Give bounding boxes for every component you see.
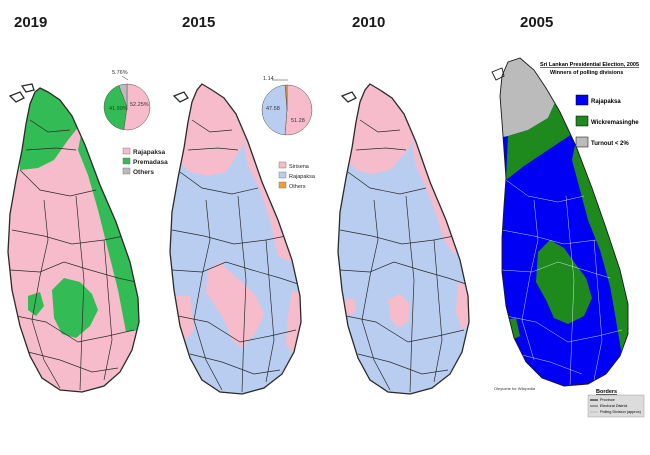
northern-islets: [172, 91, 189, 103]
region-central-pink: [388, 294, 410, 328]
legend-label-others: Others: [289, 184, 306, 190]
borders-legend-2005: Borders Province Electoral District Poll…: [587, 389, 645, 418]
map-panel-2015: 1.14 47.58 51.28 Sirisena Rajapaksa Othe…: [160, 0, 330, 455]
pie-slice-1: [103, 85, 128, 131]
pie-slice-2: [118, 83, 128, 108]
northern-islets: [491, 67, 505, 81]
borders-item-district: Electoral District: [600, 404, 628, 408]
legend-label-rajapaksa: Rajapaksa: [289, 174, 316, 180]
region-central-pink: [206, 262, 264, 348]
legend-label-others: Others: [133, 169, 154, 176]
map-2005: Sri Lankan Presidential Election, 2005 W…: [491, 57, 645, 418]
legend-2005: Rajapaksa Wickremasinghe Turnout < 2%: [575, 94, 639, 148]
island-outline: [499, 57, 629, 387]
map-panel-2010: [328, 0, 498, 455]
map-panel-2019: 5.76% 41.99% 52.25% Rajapaksa Premadasa …: [0, 0, 170, 455]
island-outline: [337, 83, 470, 395]
borders-item-polling: Polling Division (approx): [600, 410, 642, 414]
map-2010: [337, 83, 470, 395]
pie-slice-0: [284, 84, 313, 136]
legend-2015: Sirisena Rajapaksa Others: [278, 161, 316, 190]
region-east-green: [78, 120, 139, 332]
year-label-2005: 2005: [520, 14, 554, 31]
legend-label-rajapaksa: Rajapaksa: [591, 99, 621, 105]
legend-label-premadasa: Premadasa: [133, 159, 168, 166]
district-borders: [339, 119, 467, 393]
map-panel-2005: Sri Lankan Presidential Election, 2005 W…: [488, 0, 650, 455]
district-borders: [501, 179, 623, 386]
year-label-2015: 2015: [182, 14, 216, 31]
pie-label-sirisena-2015: 51.28: [291, 118, 305, 124]
pie-chart-2015: [261, 84, 313, 136]
pie-label-rajapaksa-2015: 47.58: [266, 106, 280, 112]
legend-label-wickremasinghe: Wickremasinghe: [591, 120, 639, 126]
northern-islets: [8, 91, 25, 103]
northern-islets: [340, 91, 357, 103]
pie-chart-2019: [103, 83, 151, 131]
pie-label-others-2015: 1.14: [263, 76, 274, 82]
legend-label-turnout: Turnout < 2%: [591, 141, 629, 147]
island-outline: [7, 87, 140, 393]
district-borders: [9, 119, 137, 391]
pie-label-rajapaksa-2019: 52.25%: [130, 102, 149, 108]
legend-2019: Rajapaksa Premadasa Others: [122, 147, 168, 176]
region-central-green: [536, 240, 592, 324]
northern-islets-2: [20, 83, 35, 93]
pie-slice-0: [123, 83, 151, 131]
region-central-green: [52, 278, 98, 338]
borders-title: Borders: [596, 389, 617, 395]
region-west-green: [28, 292, 44, 316]
legend-label-rajapaksa: Rajapaksa: [133, 149, 166, 156]
map-credit-2005: Oleyuzhe for Wikipedia: [494, 386, 536, 391]
pie-slice-1: [261, 84, 288, 136]
pie-slice-2: [284, 84, 288, 111]
year-label-2010: 2010: [352, 14, 386, 31]
borders-item-province: Province: [600, 398, 615, 402]
region-north-green: [506, 96, 578, 180]
pie-label-others-2019: 5.76%: [112, 70, 128, 76]
pie-label-premadasa-2019: 41.99%: [109, 106, 128, 112]
map-2015: 1.14 47.58 51.28 Sirisena Rajapaksa Othe…: [169, 76, 316, 395]
region-blue: [170, 84, 301, 394]
district-borders: [171, 119, 299, 393]
region-blue: [338, 84, 469, 394]
region-east-green: [572, 130, 628, 356]
year-label-2019: 2019: [14, 14, 48, 31]
map-subtitle-2005: Winners of polling divisions: [550, 70, 623, 76]
map-title-2005: Sri Lankan Presidential Election, 2005: [540, 62, 639, 68]
map-2019: 5.76% 41.99% 52.25% Rajapaksa Premadasa …: [7, 70, 168, 393]
island-outline: [169, 83, 302, 395]
legend-label-sirisena: Sirisena: [289, 164, 310, 170]
